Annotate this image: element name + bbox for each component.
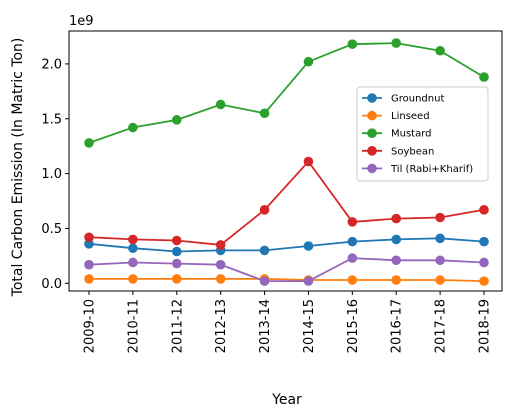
data-point-til-rabi-kharif (479, 257, 489, 268)
legend-label-linseed: Linseed (391, 111, 430, 122)
x-tick-label: 2018-19 (478, 299, 493, 353)
x-tick-label: 2016-17 (390, 299, 405, 353)
data-point-groundnut (435, 233, 445, 244)
y-tick-label: 1.0 (41, 167, 62, 182)
x-tick-label: 2010-11 (126, 299, 141, 353)
data-point-mustard (391, 38, 402, 48)
data-point-til-rabi-kharif (435, 255, 445, 266)
series-line-soybean (88, 160, 485, 246)
data-point-soybean (435, 212, 445, 223)
data-point-soybean (215, 240, 226, 250)
data-point-mustard (303, 56, 314, 67)
data-point-linseed (171, 274, 182, 284)
data-point-soybean (391, 213, 402, 224)
data-point-groundnut (391, 234, 402, 245)
plot-area: 0.0 0.5 1.0 1.5 2.0 2009-10 2010-11 2011-12 2012… (41, 38, 493, 353)
data-point-groundnut (347, 236, 358, 247)
data-point-til-rabi-kharif (391, 255, 402, 266)
x-tick-label: 2011-12 (170, 299, 185, 353)
legend-marker-linseed (367, 110, 377, 121)
data-point-groundnut (479, 236, 489, 247)
x-tick-label: 2014-15 (302, 299, 317, 353)
data-point-mustard (128, 122, 138, 133)
data-point-mustard (171, 115, 182, 125)
data-point-mustard (84, 138, 94, 148)
series-line-mustard (88, 42, 485, 144)
data-point-linseed (435, 275, 445, 285)
x-tick-label: 2012-13 (214, 299, 229, 353)
plot-frame (68, 30, 503, 292)
y-tick-label: 0.0 (41, 277, 62, 292)
data-point-mustard (435, 45, 445, 56)
series-line-til-rabi-kharif (88, 257, 485, 283)
data-point-soybean (479, 205, 489, 215)
data-point-til-rabi-kharif (347, 253, 358, 263)
y-axis-label: Total Carbon Emission (In Matric Ton) (10, 38, 26, 298)
data-point-soybean (259, 205, 270, 215)
legend: Groundnut Linseed Mustard Soybean Til (Rabi+… (356, 86, 489, 182)
legend-label-mustard: Mustard (391, 129, 432, 140)
data-point-soybean (84, 232, 94, 243)
data-point-linseed (128, 274, 138, 284)
data-point-mustard (347, 39, 358, 49)
data-point-soybean (171, 235, 182, 246)
legend-marker-soybean (367, 146, 377, 156)
data-point-til-rabi-kharif (215, 259, 226, 270)
y-offset-label: 1e9 (69, 14, 94, 29)
data-point-til-rabi-kharif (171, 258, 182, 269)
data-point-groundnut (84, 239, 94, 249)
x-tick-label: 2013-14 (258, 299, 273, 353)
data-point-linseed (84, 274, 94, 284)
legend-label-groundnut: Groundnut (391, 94, 444, 105)
data-point-linseed (391, 275, 402, 285)
x-tick-label: 2009-10 (83, 299, 98, 353)
data-point-groundnut (303, 241, 314, 251)
x-tick-label: 2015-16 (346, 299, 361, 353)
data-point-groundnut (259, 245, 270, 256)
data-point-til-rabi-kharif (259, 276, 270, 286)
legend-marker-til-rabi-kharif (367, 163, 377, 174)
legend-box (356, 86, 489, 182)
legend-label-soybean: Soybean (391, 146, 434, 157)
data-point-soybean (347, 217, 358, 227)
data-point-linseed (347, 275, 358, 285)
data-point-groundnut (128, 243, 138, 254)
legend-label-til-rabi-kharif: Til (Rabi+Kharif) (390, 164, 473, 175)
data-point-til-rabi-kharif (84, 259, 94, 270)
x-tick-label: 2017-18 (434, 299, 449, 353)
series-line-linseed (89, 277, 485, 282)
data-point-til-rabi-kharif (303, 276, 314, 286)
y-tick-label: 1.5 (41, 112, 62, 127)
data-point-mustard (215, 99, 226, 110)
data-point-groundnut (171, 246, 182, 257)
data-point-mustard (259, 108, 270, 119)
legend-marker-mustard (367, 128, 377, 138)
y-tick-label: 2.0 (41, 57, 62, 72)
data-point-mustard (479, 72, 489, 82)
data-point-linseed (479, 276, 489, 286)
data-point-soybean (128, 234, 138, 245)
data-point-til-rabi-kharif (128, 257, 138, 268)
series-line-groundnut (88, 237, 485, 253)
legend-marker-groundnut (367, 93, 377, 103)
data-point-linseed (215, 274, 226, 284)
y-tick-label: 0.5 (41, 222, 62, 237)
x-axis-label: Year (271, 392, 302, 408)
data-point-soybean (303, 156, 314, 167)
